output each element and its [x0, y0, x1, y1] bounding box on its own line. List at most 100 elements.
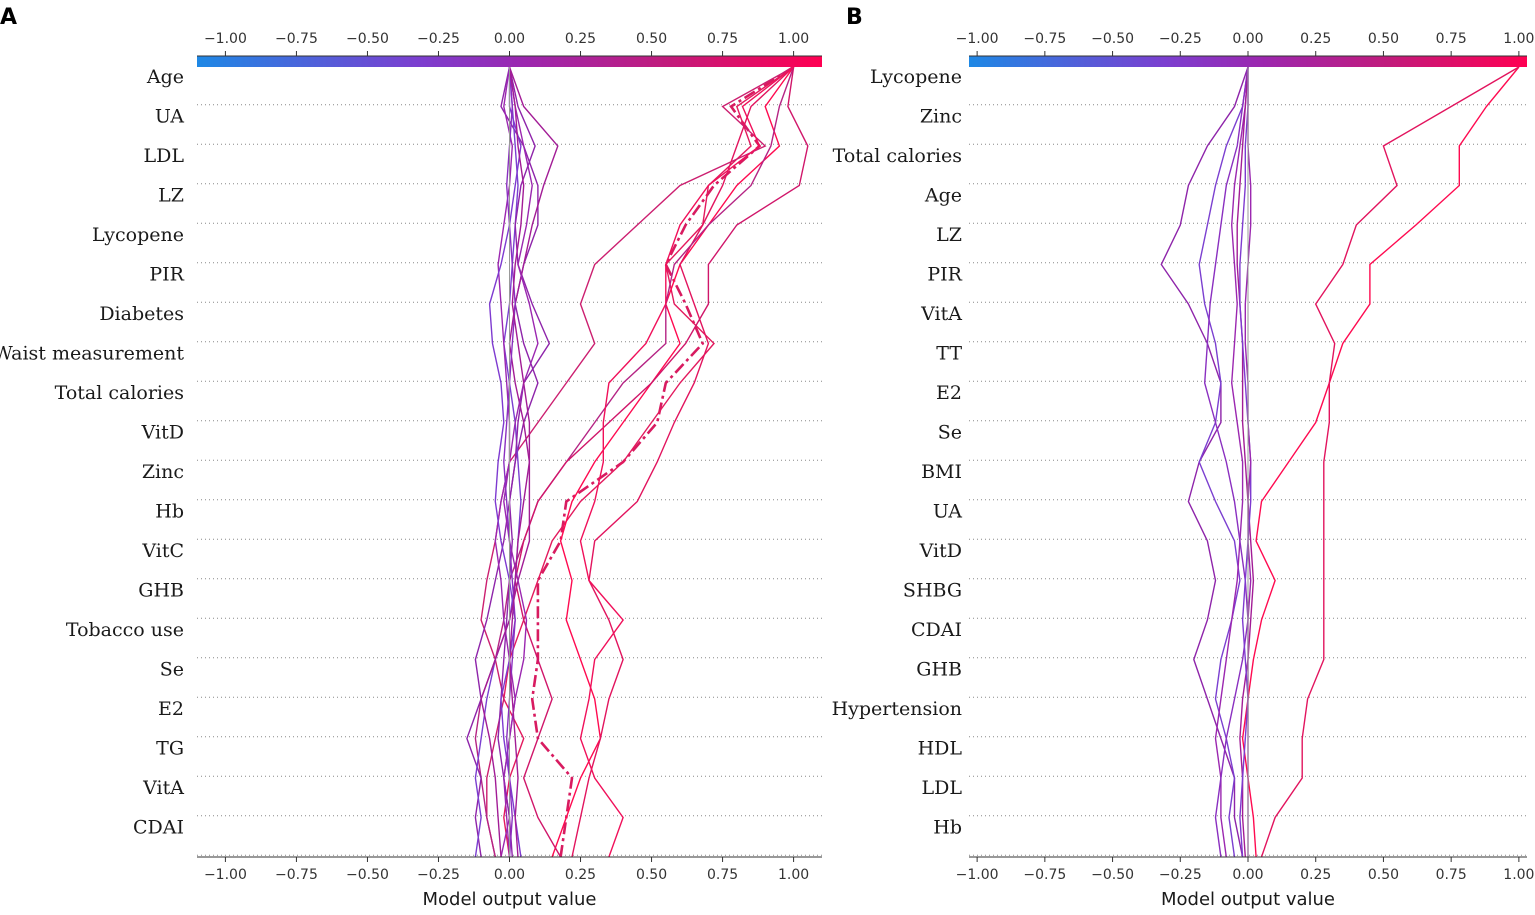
panel-a-feature-label: LDL — [144, 145, 185, 167]
panel-a-bottom-tick-label: 0.00 — [494, 867, 525, 883]
panel-b-top-tick-label: 1.00 — [1503, 31, 1534, 47]
panel-a-feature-label: GHB — [138, 579, 184, 601]
panel-b-feature-label: VitA — [920, 303, 962, 325]
panel-a-colorbar — [197, 56, 822, 67]
panel-b-bottom-tick-label: 0.75 — [1436, 867, 1467, 883]
panel-b-series-lines — [1160, 66, 1520, 858]
panel-a-series-sample-14 — [488, 67, 522, 858]
panel-a-series-sample-12 — [497, 66, 551, 858]
panel-b-top-tick-label: −0.25 — [1159, 31, 1202, 47]
panel-a-feature-label: TG — [156, 737, 184, 759]
panel-a-x-axis-label: Model output value — [422, 889, 596, 910]
panel-a-series-sample-9 — [466, 66, 539, 858]
panel-b-bottom-tick-label: −0.25 — [1159, 867, 1202, 883]
panel-a-top-tick-label: −0.25 — [417, 31, 460, 47]
panel-b-series-sample-6 — [1203, 66, 1249, 858]
panel-a-feature-label: PIR — [149, 263, 184, 285]
panel-a-decision-plot: A Age UA LDL LZ Lycopene PIR Diabetes Waist mea… — [0, 5, 822, 910]
panel-a-feature-label: Se — [160, 658, 184, 680]
panel-b-bottom-tick-label: −0.75 — [1023, 867, 1066, 883]
panel-a-top-ticks: −1.00 −0.75 −0.50 −0.25 0.00 0.25 0.50 0.75 1.00 — [204, 31, 809, 56]
panel-a-top-tick-label: 0.00 — [494, 31, 525, 47]
panel-b-bottom-tick-label: 0.00 — [1232, 867, 1263, 883]
panel-b-feature-label: Lycopene — [870, 66, 962, 88]
panel-b-feature-label: UA — [933, 500, 962, 522]
panel-b-x-axis-label: Model output value — [1161, 889, 1335, 910]
panel-b-top-tick-label: 0.75 — [1436, 31, 1467, 47]
panel-a-feature-label: VitC — [141, 540, 184, 562]
panel-b-bottom-tick-label: 1.00 — [1503, 867, 1534, 883]
panel-a-series-sample-16 — [503, 66, 516, 858]
panel-b-feature-label: Se — [938, 421, 962, 443]
panel-a-bottom-tick-label: −1.00 — [204, 867, 247, 883]
panel-a-feature-label: Age — [146, 66, 184, 88]
panel-b-feature-label: SHBG — [903, 579, 962, 601]
panel-a-series-sample-10 — [474, 66, 522, 858]
panel-a-feature-label: Lycopene — [92, 224, 184, 246]
panel-b-series-sample-1 — [1241, 66, 1520, 858]
panel-b-feature-label: TT — [936, 342, 962, 364]
panel-a-feature-label: Tobacco use — [66, 619, 184, 641]
panel-a-series-sample-5 — [571, 66, 795, 858]
panel-a-bottom-ticks: −1.00 −0.75 −0.50 −0.25 0.00 0.25 0.50 0.75 1.00 — [204, 857, 809, 883]
panel-b-feature-labels: Lycopene Zinc Total calories Age LZ PIR VitA TT… — [832, 66, 963, 839]
panel-b-feature-label: GHB — [916, 658, 962, 680]
panel-b-top-tick-label: 0.50 — [1368, 31, 1399, 47]
panel-b-bottom-tick-label: 0.25 — [1300, 867, 1331, 883]
panel-b-series-sample-5 — [1214, 66, 1249, 858]
panel-b-feature-label: LDL — [922, 777, 963, 799]
panel-a-feature-label: E2 — [158, 698, 184, 720]
panel-b-gridlines — [969, 104, 1527, 856]
panel-a-series-sample-4 — [551, 66, 795, 858]
panel-a-feature-label: VitD — [141, 421, 184, 443]
panel-a-feature-label: Hb — [155, 500, 184, 522]
panel-a-feature-label: Waist measurement — [0, 342, 184, 364]
panel-a-feature-label: CDAI — [133, 816, 184, 838]
panel-b-series-sample-7 — [1236, 66, 1255, 858]
panel-a-feature-label: Total calories — [55, 382, 184, 404]
panel-a-series-sample-13 — [480, 66, 559, 858]
panel-b-top-tick-label: −0.75 — [1023, 31, 1066, 47]
panel-b-top-tick-label: 0.00 — [1232, 31, 1263, 47]
panel-a-top-tick-label: 1.00 — [778, 31, 809, 47]
panel-a-bottom-tick-label: 1.00 — [778, 867, 809, 883]
panel-a-feature-label: UA — [155, 105, 184, 127]
panel-b-feature-label: BMI — [921, 461, 962, 483]
panel-b-decision-plot: B Lycopene Zinc Total calories Age LZ PIR VitA… — [832, 5, 1535, 910]
panel-a-label: A — [0, 5, 17, 30]
panel-a-top-tick-label: −1.00 — [204, 31, 247, 47]
panel-b-bottom-ticks: −1.00 −0.75 −0.50 −0.25 0.00 0.25 0.50 0.75 1.00 — [956, 857, 1534, 883]
panel-a-top-tick-label: 0.25 — [565, 31, 596, 47]
panel-a-series-sample-7 — [514, 66, 809, 858]
panel-a-bottom-tick-label: 0.25 — [565, 867, 596, 883]
panel-b-bottom-tick-label: −0.50 — [1091, 867, 1134, 883]
panel-a-top-tick-label: −0.50 — [346, 31, 389, 47]
panel-b-top-tick-label: −1.00 — [956, 31, 999, 47]
panel-a-top-tick-label: 0.75 — [707, 31, 738, 47]
panel-b-feature-label: HDL — [918, 737, 963, 759]
panel-a-feature-label: Diabetes — [99, 303, 184, 325]
panel-a-feature-label: VitA — [142, 777, 184, 799]
panel-a-bottom-tick-label: −0.50 — [346, 867, 389, 883]
panel-b-series-sample-2 — [1260, 66, 1520, 858]
panel-b-feature-label: LZ — [936, 224, 962, 246]
panel-a-bottom-tick-label: −0.75 — [275, 867, 318, 883]
panel-a-bottom-tick-label: 0.50 — [636, 867, 667, 883]
panel-b-feature-label: CDAI — [911, 619, 962, 641]
panel-b-label: B — [846, 5, 863, 30]
panel-a-bottom-tick-label: −0.25 — [417, 867, 460, 883]
panel-a-series-sample-3 — [480, 66, 794, 858]
panel-a-bottom-tick-label: 0.75 — [707, 867, 738, 883]
panel-b-bottom-tick-label: −1.00 — [956, 867, 999, 883]
panel-b-feature-label: Hypertension — [832, 698, 962, 720]
panel-b-feature-label: PIR — [927, 263, 962, 285]
panel-a-feature-label: Zinc — [142, 461, 184, 483]
panel-b-series-sample-4 — [1198, 66, 1249, 858]
panel-a-series-sample-2 — [503, 66, 794, 858]
panel-a-series-sample-8 — [579, 66, 795, 858]
panel-b-feature-label: Age — [924, 184, 962, 206]
panel-b-top-tick-label: 0.25 — [1300, 31, 1331, 47]
panel-b-feature-label: Zinc — [920, 105, 962, 127]
panel-b-feature-label: Total calories — [833, 145, 962, 167]
panel-a-feature-label: LZ — [158, 184, 184, 206]
